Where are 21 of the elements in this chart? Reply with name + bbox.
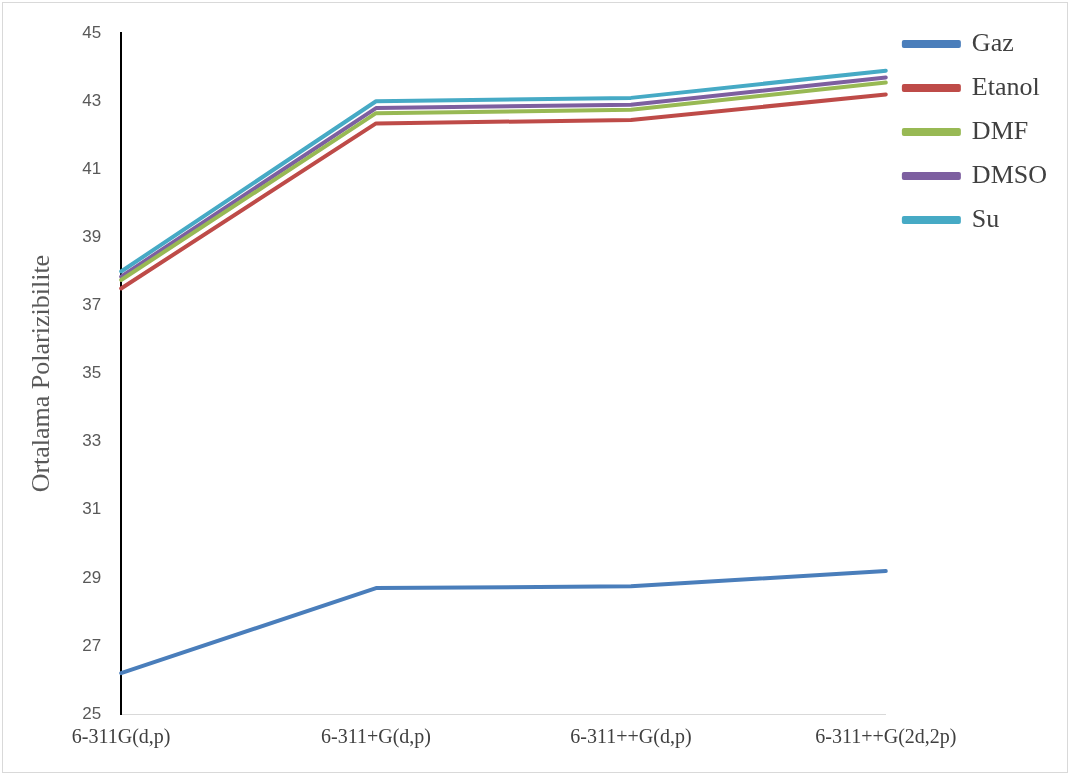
legend-label: Gaz <box>971 27 1014 57</box>
x-tick-label: 6-311G(d,p) <box>71 725 171 749</box>
x-tick-label: 6-311++G(d,p) <box>570 725 692 749</box>
y-axis-title: Ortalama Polarizibilite <box>26 254 56 493</box>
y-tick-label: 33 <box>82 431 102 451</box>
y-tick-label: 37 <box>82 295 102 315</box>
legend-label: DMSO <box>971 159 1048 189</box>
y-tick-label: 35 <box>82 363 102 383</box>
y-tick-label: 31 <box>82 499 102 519</box>
x-tick-label: 6-311++G(2d,2p) <box>815 725 957 749</box>
legend-label: Etanol <box>971 71 1040 101</box>
legend-label: DMF <box>971 115 1029 145</box>
y-tick-label: 45 <box>82 22 102 42</box>
y-tick-label: 39 <box>82 227 102 247</box>
y-tick-label: 29 <box>82 567 102 587</box>
y-tick-label: 43 <box>82 90 102 110</box>
y-tick-label: 41 <box>82 159 102 179</box>
y-tick-label: 27 <box>82 635 102 655</box>
y-tick-label: 25 <box>82 703 102 723</box>
x-tick-label: 6-311+G(d,p) <box>321 725 432 749</box>
legend-label: Su <box>971 203 1000 233</box>
